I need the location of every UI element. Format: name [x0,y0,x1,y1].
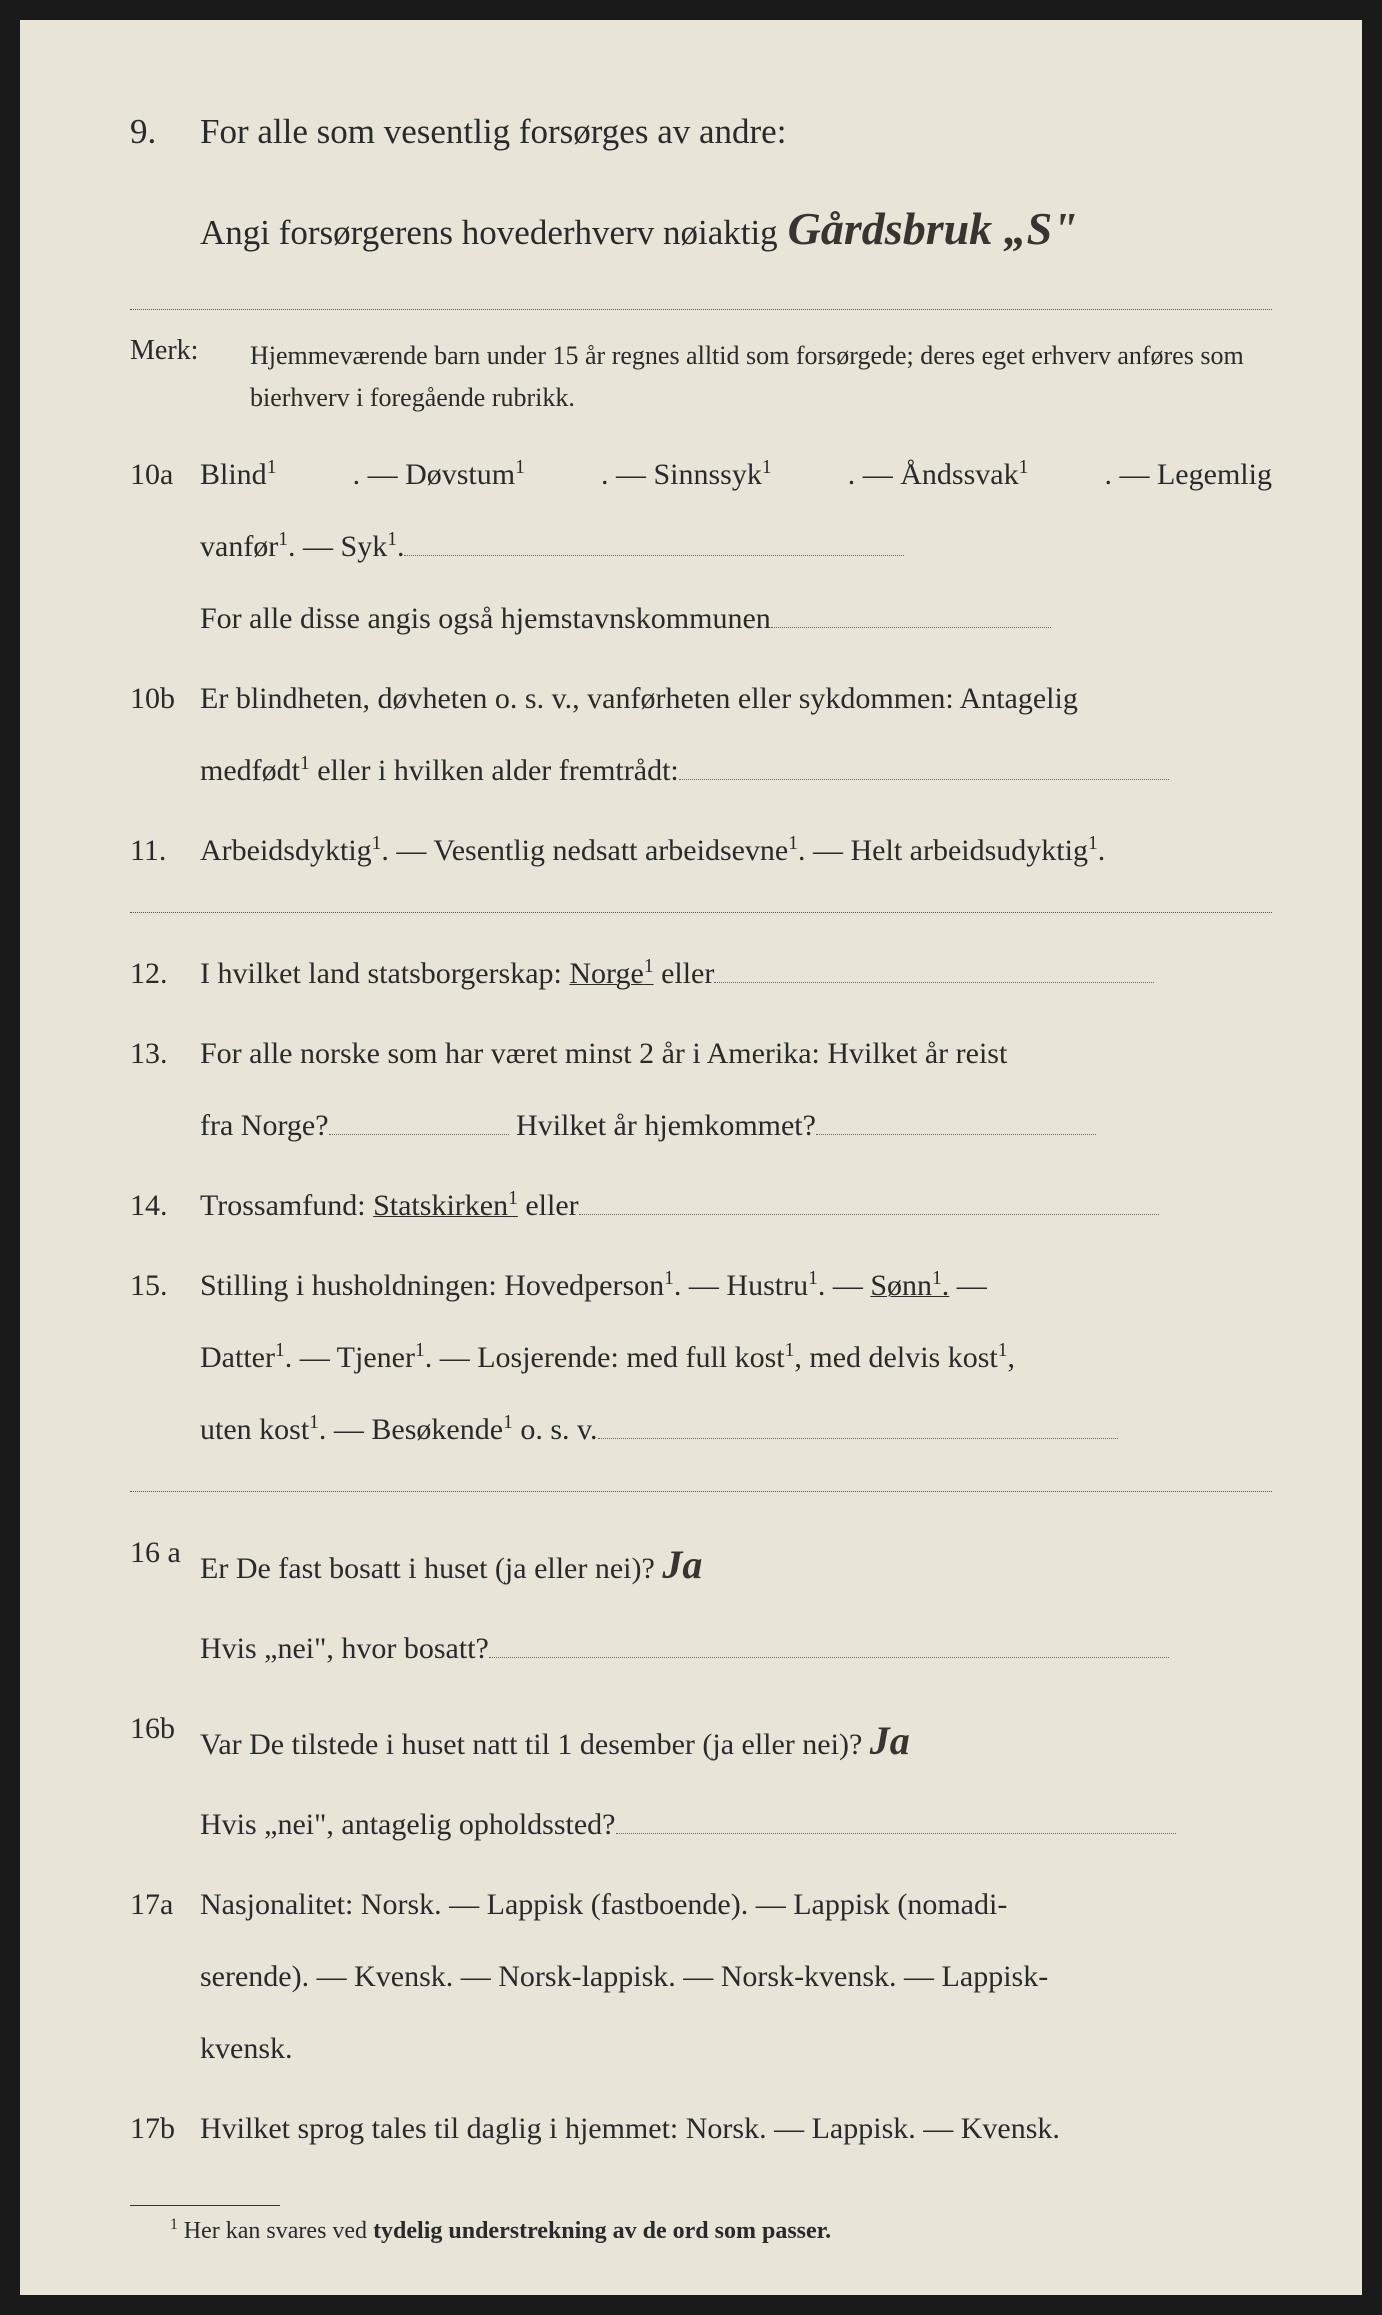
q15-sonn: Sønn1. [870,1269,949,1302]
q16b-content: Var De tilstede i huset natt til 1 desem… [200,1693,1272,1861]
q16b-line1: Var De tilstede i huset natt til 1 desem… [200,1693,1272,1789]
question-16a: 16 a Er De fast bosatt i huset (ja eller… [130,1517,1272,1685]
q10a-content: Blind1 . — Døvstum1 . — Sinnssyk1 . — Ån… [200,439,1272,655]
q16a-line1: Er De fast bosatt i huset (ja eller nei)… [200,1517,1272,1613]
question-12: 12. I hvilket land statsborgerskap: Norg… [130,938,1272,1010]
q10a-dovstum: . — Døvstum1 [353,439,525,511]
q16b-handwritten-ja: Ja [870,1718,910,1763]
q10b-line1: Er blindheten, døvheten o. s. v., vanfør… [200,663,1272,735]
q10a-andssvak: . — Åndssvak1 [848,439,1029,511]
q9-line2: Angi forsørgerens hovederhverv nøiaktig [200,191,778,275]
q9-handwritten-answer: Gårdsbruk „S" [788,174,1078,284]
q10b-line2: medfødt1 eller i hvilken alder fremtrådt… [200,735,1272,807]
merk-label: Merk: [130,335,250,418]
q17a-line2: serende). — Kvensk. — Norsk-lappisk. — N… [200,1941,1272,2013]
q11-number: 11. [130,815,200,887]
q16a-handwritten-ja: Ja [662,1542,702,1587]
q10a-line2: vanfør1. — Syk1. [200,511,1272,583]
q16a-line2: Hvis „nei", hvor bosatt? [200,1613,1272,1685]
q13-line2: fra Norge? Hvilket år hjemkommet? [200,1090,1272,1162]
question-15: 15. Stilling i husholdningen: Hovedperso… [130,1250,1272,1466]
question-11: 11. Arbeidsdyktig1. — Vesentlig nedsatt … [130,815,1272,887]
merk-text: Hjemmeværende barn under 15 år regnes al… [250,335,1272,418]
question-17a: 17a Nasjonalitet: Norsk. — Lappisk (fast… [130,1869,1272,2085]
q9-line1: For alle som vesentlig forsørges av andr… [200,90,1272,174]
footnote: 1 Her kan svares ved tydelig understrekn… [170,2216,1272,2245]
q14-number: 14. [130,1170,200,1242]
question-16b: 16b Var De tilstede i huset natt til 1 d… [130,1693,1272,1861]
q11-content: Arbeidsdyktig1. — Vesentlig nedsatt arbe… [200,815,1272,887]
q17b-number: 17b [130,2093,200,2165]
q13-number: 13. [130,1018,200,1162]
merk-note: Merk: Hjemmeværende barn under 15 år reg… [130,335,1272,418]
divider-2 [130,912,1272,913]
q16b-line2: Hvis „nei", antagelig opholdssted? [200,1789,1272,1861]
question-10a: 10a Blind1 . — Døvstum1 . — Sinnssyk1 . … [130,439,1272,655]
q12-content: I hvilket land statsborgerskap: Norge1 e… [200,938,1272,1010]
q17b-content: Hvilket sprog tales til daglig i hjemmet… [200,2093,1272,2165]
q10a-legemlig: . — Legemlig [1104,439,1271,511]
q10a-line1: Blind1 . — Døvstum1 . — Sinnssyk1 . — Ån… [200,439,1272,511]
divider-3 [130,1491,1272,1492]
q17a-content: Nasjonalitet: Norsk. — Lappisk (fastboen… [200,1869,1272,2085]
q15-line3: uten kost1. — Besøkende1 o. s. v. [200,1394,1272,1466]
question-13: 13. For alle norske som har været minst … [130,1018,1272,1162]
q16b-number: 16b [130,1693,200,1861]
footnote-divider [130,2205,280,2206]
question-14: 14. Trossamfund: Statskirken1 eller [130,1170,1272,1242]
question-9: 9. For alle som vesentlig forsørges av a… [130,90,1272,284]
divider-1 [130,309,1272,310]
q15-line2: Datter1. — Tjener1. — Losjerende: med fu… [200,1322,1272,1394]
question-17b: 17b Hvilket sprog tales til daglig i hje… [130,2093,1272,2165]
q14-content: Trossamfund: Statskirken1 eller [200,1170,1272,1242]
q10a-blind: Blind1 [200,439,276,511]
q10a-number: 10a [130,439,200,655]
q12-norge: Norge1 [569,957,653,990]
q9-content: For alle som vesentlig forsørges av andr… [200,90,1272,284]
q14-statskirken: Statskirken1 [373,1189,518,1222]
q9-line2-row: Angi forsørgerens hovederhverv nøiaktig … [200,174,1272,284]
q12-number: 12. [130,938,200,1010]
q10a-sinnssyk: . — Sinnssyk1 [601,439,772,511]
q9-number: 9. [130,90,200,284]
q17a-line1: Nasjonalitet: Norsk. — Lappisk (fastboen… [200,1869,1272,1941]
q15-line1: Stilling i husholdningen: Hovedperson1. … [200,1250,1272,1322]
q16a-number: 16 a [130,1517,200,1685]
q17a-number: 17a [130,1869,200,2085]
q13-line1: For alle norske som har været minst 2 år… [200,1018,1272,1090]
q16a-content: Er De fast bosatt i huset (ja eller nei)… [200,1517,1272,1685]
q17a-line3: kvensk. [200,2013,1272,2085]
q15-number: 15. [130,1250,200,1466]
q10a-line3: For alle disse angis også hjemstavnskomm… [200,583,1272,655]
census-form-page: 9. For alle som vesentlig forsørges av a… [20,20,1362,2295]
q15-content: Stilling i husholdningen: Hovedperson1. … [200,1250,1272,1466]
q13-content: For alle norske som har været minst 2 år… [200,1018,1272,1162]
question-10b: 10b Er blindheten, døvheten o. s. v., va… [130,663,1272,807]
q10b-content: Er blindheten, døvheten o. s. v., vanfør… [200,663,1272,807]
q10b-number: 10b [130,663,200,807]
